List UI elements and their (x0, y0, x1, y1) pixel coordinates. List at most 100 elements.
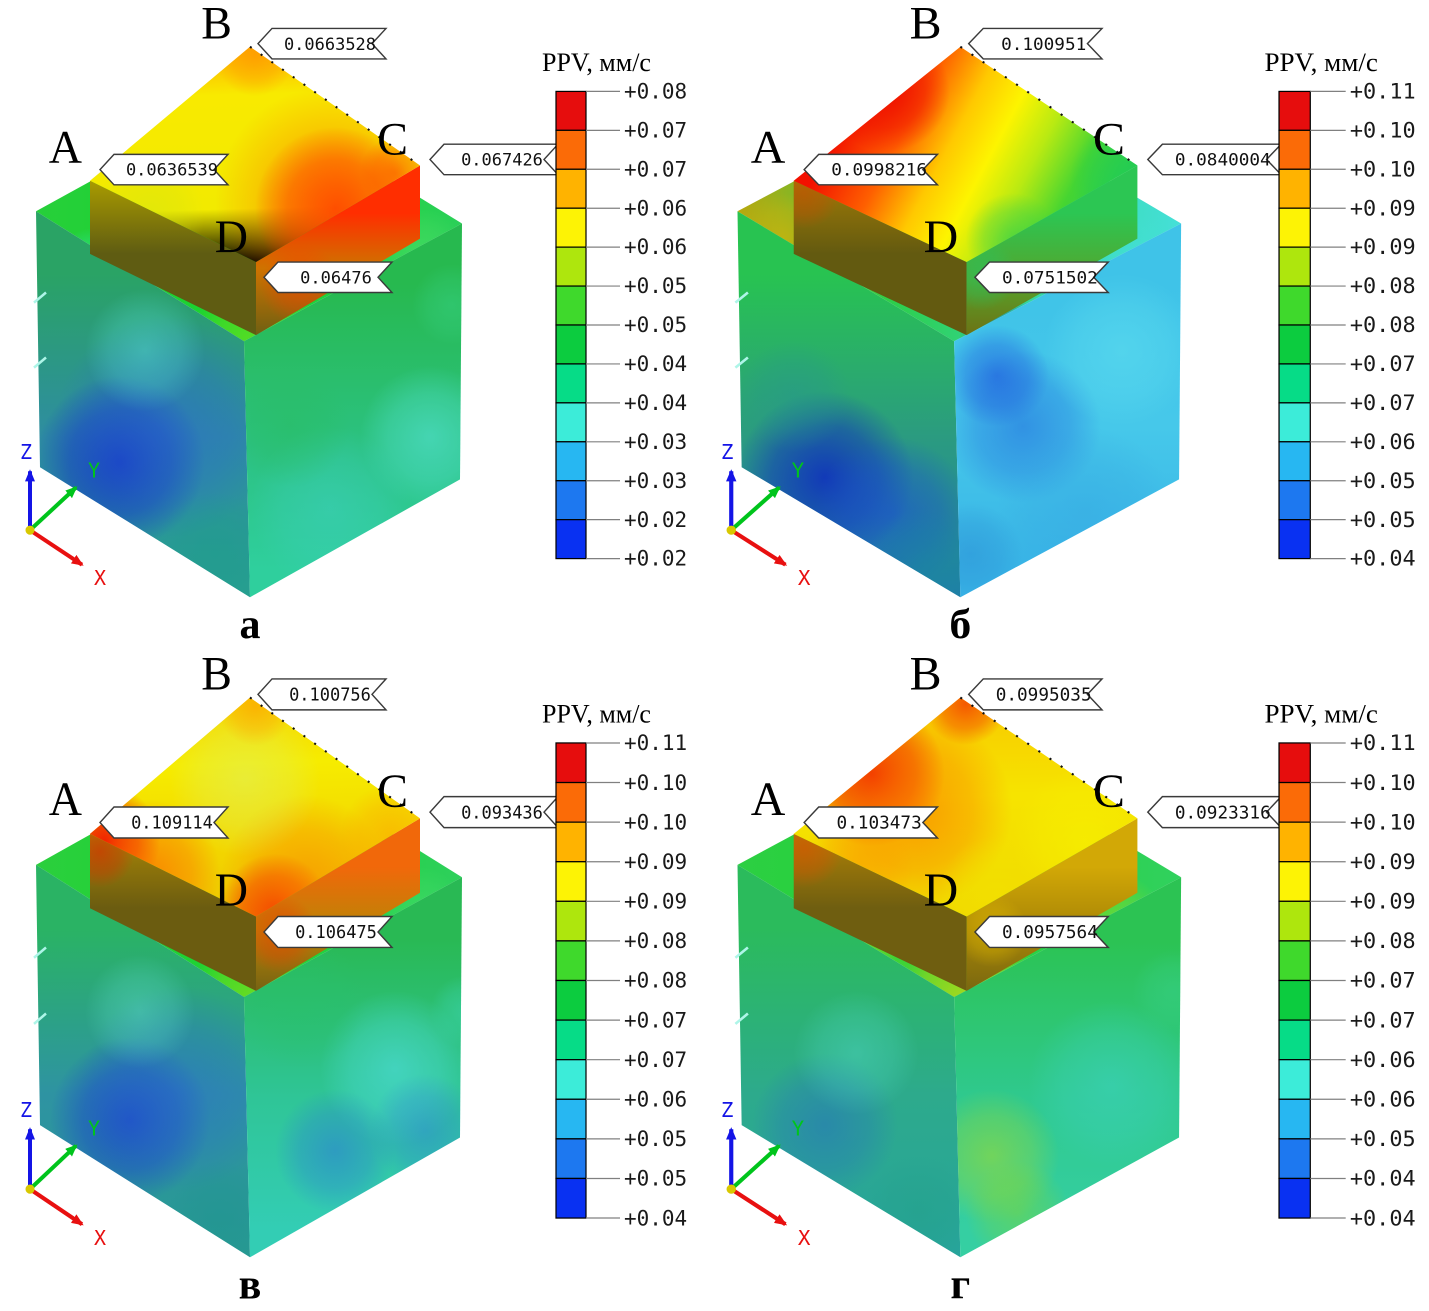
legend-band (1278, 781, 1311, 823)
callout-A: 0.109114 (99, 806, 230, 839)
legend-band (1278, 519, 1311, 560)
x-label: X (798, 1226, 811, 1250)
legend-band (1278, 861, 1311, 902)
legend-tick-label: +0.10 (1350, 810, 1416, 835)
legend-tick-label: +0.11 (624, 731, 687, 756)
legend-band (1278, 821, 1311, 863)
point-label-A: A (751, 773, 786, 826)
legend-tick-label: +0.05 (624, 1166, 687, 1191)
contour-blob (737, 340, 852, 452)
y-label: Y (88, 458, 100, 482)
callout-C: 0.093436 (429, 795, 560, 829)
y-axis-arrow (729, 1144, 781, 1191)
callout-banner (99, 153, 230, 186)
callout-banner (1146, 795, 1283, 829)
callout-value-C: 0.0923316 (1175, 803, 1271, 823)
callout-banner (973, 915, 1110, 949)
legend-band (1278, 979, 1311, 1021)
y-label: Y (792, 459, 805, 483)
panel-plot-а: A B C D 0.0663528 0.0636539 0.067426 0.06476 Z Y X… (20, 0, 687, 648)
legend-tick-label: +0.05 (1350, 508, 1416, 533)
legend-band (555, 441, 587, 482)
legend-tick-label: +0.07 (1350, 391, 1416, 416)
x-label: X (94, 566, 106, 590)
legend-band (1278, 1059, 1311, 1100)
legend-band (555, 129, 587, 170)
y-label: Y (792, 1117, 805, 1141)
legend-tick-label: +0.02 (624, 546, 687, 571)
point-label-B: B (201, 650, 232, 700)
legend-tick-label: +0.06 (1350, 1048, 1416, 1073)
slab-left-face (793, 180, 967, 336)
legend-band (555, 402, 587, 443)
contour-blob (217, 697, 293, 747)
legend-tick-label: +0.06 (624, 195, 687, 220)
contour-blob (793, 990, 919, 1115)
callout-value-A: 0.0636539 (126, 161, 218, 181)
callout-B: 0.0663528 (257, 27, 388, 60)
panel-г: A B C D 0.0995035 0.103473 0.0923316 0.0957564 Z… (700, 650, 1429, 1311)
minmax-marker (734, 356, 749, 369)
callout-D: 0.06476 (263, 261, 394, 294)
y-axis-arrow (729, 485, 781, 532)
x-axis-arrow (730, 1187, 788, 1226)
callout-value-C: 0.0840004 (1175, 151, 1271, 171)
callout-B: 0.100951 (967, 27, 1104, 60)
legend-band (1278, 742, 1311, 784)
legend-tick-label: +0.08 (624, 968, 687, 993)
legend-tick-label: +0.06 (624, 234, 687, 259)
legend-tick-label: +0.09 (624, 889, 687, 914)
callout-value-A: 0.0998216 (831, 161, 927, 181)
legend-band (555, 979, 587, 1021)
point-label-C: C (377, 114, 408, 165)
slab-top-face (793, 46, 1138, 263)
callout-value-D: 0.06476 (300, 268, 372, 288)
panel-в: A B C D 0.100756 0.109114 0.093436 0.106475 Z Y X P… (0, 650, 700, 1311)
legend-tick-label: +0.08 (1350, 929, 1416, 954)
panel-plot-г: A B C D 0.0995035 0.103473 0.0923316 0.0957564 Z… (721, 650, 1416, 1309)
point-label-D: D (215, 212, 248, 263)
callout-A: 0.0998216 (803, 153, 940, 186)
contour-blob (412, 264, 462, 346)
point-label-B: B (910, 0, 942, 49)
callout-C: 0.0840004 (1146, 143, 1283, 176)
legend-band (1278, 1019, 1311, 1061)
panel-caption: г (950, 1261, 970, 1309)
axis-triad: Z Y X (20, 1098, 107, 1250)
legend-title: PPV, мм/с (1264, 47, 1378, 77)
callout-value-D: 0.0751502 (1002, 269, 1098, 289)
contour-blob (954, 325, 1049, 427)
contour-blob (996, 426, 1174, 598)
legend-tick-label: +0.09 (1350, 197, 1416, 222)
point-label-C: C (377, 765, 408, 818)
z-label: Z (20, 440, 32, 464)
legend: PPV, мм/с +0.11 +0.10 +0.10 +0.09 +0.09 +0.08 +… (542, 698, 687, 1231)
contour-blob (1028, 1001, 1182, 1167)
callout-A: 0.103473 (803, 806, 940, 839)
legend-band (1278, 1098, 1311, 1140)
legend-band (555, 900, 587, 942)
legend-band (1278, 285, 1311, 326)
callout-value-A: 0.103473 (837, 814, 922, 834)
z-label: Z (721, 440, 734, 464)
minmax-marker (734, 1012, 749, 1025)
callout-value-A: 0.109114 (131, 813, 213, 833)
callout-C: 0.067426 (429, 143, 560, 176)
contour-blob (1132, 949, 1182, 1033)
contour-blob (244, 365, 350, 488)
legend-band (555, 1177, 587, 1219)
legend-tick-label: +0.04 (1350, 1167, 1416, 1192)
legend-title: PPV, мм/с (542, 48, 651, 77)
contour-blob (793, 833, 844, 888)
legend-band (1278, 480, 1311, 521)
legend-band (1278, 441, 1311, 482)
callout-D: 0.106475 (263, 915, 394, 949)
point-label-B: B (201, 0, 232, 50)
legend-tick-label: +0.10 (624, 770, 687, 795)
legend-tick-label: +0.07 (1350, 969, 1416, 994)
minmax-marker (734, 946, 749, 959)
legend-tick-label: +0.09 (1350, 235, 1416, 260)
y-axis-arrow (28, 1144, 78, 1191)
legend-band (555, 246, 587, 287)
legend-tick-label: +0.10 (624, 810, 687, 835)
